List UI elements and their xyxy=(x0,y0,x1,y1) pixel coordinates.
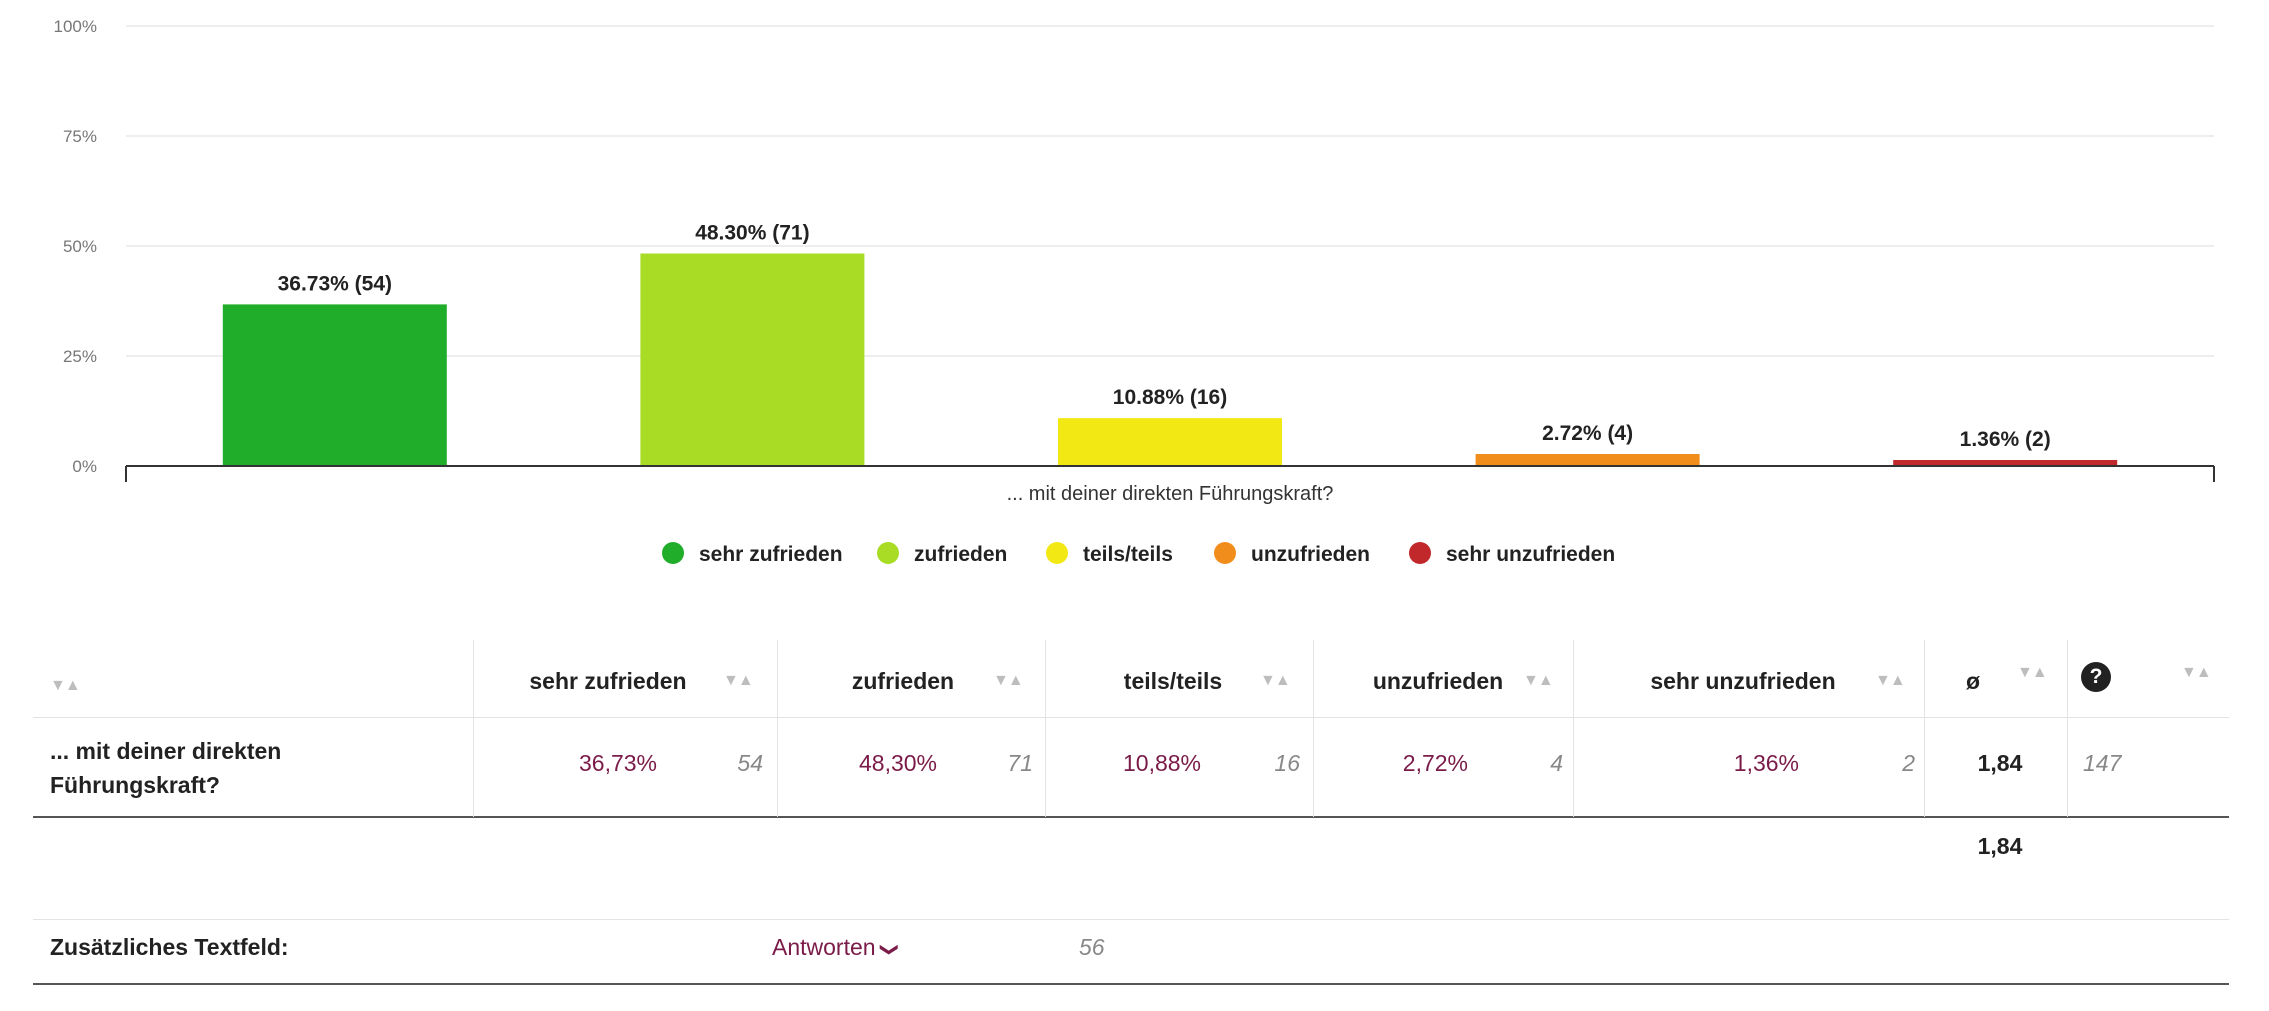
sort-icon[interactable]: ▼▲ xyxy=(2017,664,2048,681)
row-label: ... mit deiner direkten Führungskraft? xyxy=(50,738,282,798)
bar[interactable] xyxy=(222,304,447,466)
column-divider xyxy=(1313,640,1314,817)
legend-label: sehr zufrieden xyxy=(699,543,843,566)
sort-icon[interactable]: ▼▲ xyxy=(993,672,1024,689)
y-axis-ticks: 0% 25% 50% 75% 100% xyxy=(54,17,97,476)
legend-item[interactable]: sehr zufrieden xyxy=(662,542,843,566)
answers-label: Antworten xyxy=(772,934,876,960)
x-axis-label: ... mit deiner direkten Führungskraft? xyxy=(1007,483,1334,505)
bar-data-label: 10.88% (16) xyxy=(1113,386,1227,409)
cell-count: 4 xyxy=(1550,750,1563,776)
question-circle-icon[interactable]: ? xyxy=(2081,662,2111,692)
row-divider xyxy=(33,816,2229,818)
sort-icon[interactable]: ▼▲ xyxy=(1523,672,1554,689)
y-tick-label: 50% xyxy=(63,237,97,256)
bar-data-label: 48.30% (71) xyxy=(695,221,809,244)
column-divider xyxy=(777,640,778,817)
bar[interactable] xyxy=(1893,460,2118,466)
chevron-down-icon: ❯ xyxy=(879,941,900,958)
cell-mean: 1,84 xyxy=(1977,750,2023,776)
header-divider xyxy=(33,717,2229,718)
y-tick-label: 75% xyxy=(63,127,97,146)
sort-icon[interactable]: ▼▲ xyxy=(723,672,754,689)
bar-data-label: 2.72% (4) xyxy=(1542,422,1633,445)
answers-toggle[interactable]: Antworten ❯ xyxy=(772,934,900,961)
sort-icon[interactable]: ▼▲ xyxy=(50,677,81,694)
cell-percent: 48,30% xyxy=(858,750,937,776)
header-teils-teils: teils/teils xyxy=(1123,668,1223,694)
header-unzufrieden: unzufrieden xyxy=(1372,668,1504,694)
header-sehr-zufrieden: sehr zufrieden xyxy=(529,668,687,694)
legend-label: sehr unzufrieden xyxy=(1446,543,1615,566)
overall-mean: 1,84 xyxy=(1977,833,2023,859)
cell-percent: 2,72% xyxy=(1402,750,1468,776)
column-divider xyxy=(1573,640,1574,817)
answers-count: 56 xyxy=(1079,934,1105,960)
legend-marker xyxy=(877,542,899,564)
cell-percent: 10,88% xyxy=(1122,750,1201,776)
header-mean: ø xyxy=(1965,668,1981,694)
sort-icon[interactable]: ▼▲ xyxy=(2181,664,2212,681)
bar-data-label: 36.73% (54) xyxy=(278,272,392,295)
bar-data-label: 1.36% (2) xyxy=(1960,428,2051,451)
legend-item[interactable]: sehr unzufrieden xyxy=(1409,542,1615,566)
extra-textfield-label: Zusätzliches Textfeld: xyxy=(50,934,289,960)
legend: sehr zufrieden zufrieden teils/teils unzufr… xyxy=(662,542,1615,566)
header-zufrieden: zufrieden xyxy=(851,668,955,694)
summary-divider xyxy=(33,919,2229,920)
header-sehr-unzufrieden: sehr unzufrieden xyxy=(1650,668,1836,694)
cell-count: 71 xyxy=(1007,750,1033,776)
sort-icon[interactable]: ▼▲ xyxy=(1260,672,1291,689)
legend-item[interactable]: teils/teils xyxy=(1046,542,1173,566)
bar-chart: 0% 25% 50% 75% 100% 36.73% (54) 48.30% (71) 10… xyxy=(54,17,2215,566)
cell-percent: 1,36% xyxy=(1733,750,1799,776)
sort-icon[interactable]: ▼▲ xyxy=(1875,672,1906,689)
legend-label: zufrieden xyxy=(914,543,1007,566)
legend-item[interactable]: zufrieden xyxy=(877,542,1007,566)
legend-marker xyxy=(662,542,684,564)
y-tick-label: 0% xyxy=(72,457,97,476)
bar[interactable] xyxy=(640,253,865,466)
legend-marker xyxy=(1409,542,1431,564)
legend-label: teils/teils xyxy=(1083,543,1173,566)
column-divider xyxy=(1924,640,1925,817)
cell-percent: 36,73% xyxy=(578,750,657,776)
cell-count: 2 xyxy=(1902,750,1915,776)
legend-marker xyxy=(1214,542,1236,564)
legend-label: unzufrieden xyxy=(1251,543,1370,566)
bar-data-labels: 36.73% (54) 48.30% (71) 10.88% (16) 2.72% (… xyxy=(278,221,2051,451)
cell-count: 54 xyxy=(737,750,763,776)
gridlines xyxy=(126,25,2214,357)
cell-total: 147 xyxy=(2083,750,2122,776)
bar[interactable] xyxy=(1058,418,1282,466)
bar[interactable] xyxy=(1475,454,1700,466)
legend-marker xyxy=(1046,542,1068,564)
y-tick-label: 100% xyxy=(54,17,97,36)
footer-divider xyxy=(33,983,2229,985)
column-divider xyxy=(2067,640,2068,817)
bars xyxy=(222,253,2118,466)
column-divider xyxy=(1045,640,1046,817)
cell-count: 16 xyxy=(1274,750,1300,776)
y-tick-label: 25% xyxy=(63,347,97,366)
legend-item[interactable]: unzufrieden xyxy=(1214,542,1370,566)
column-divider xyxy=(473,640,474,817)
